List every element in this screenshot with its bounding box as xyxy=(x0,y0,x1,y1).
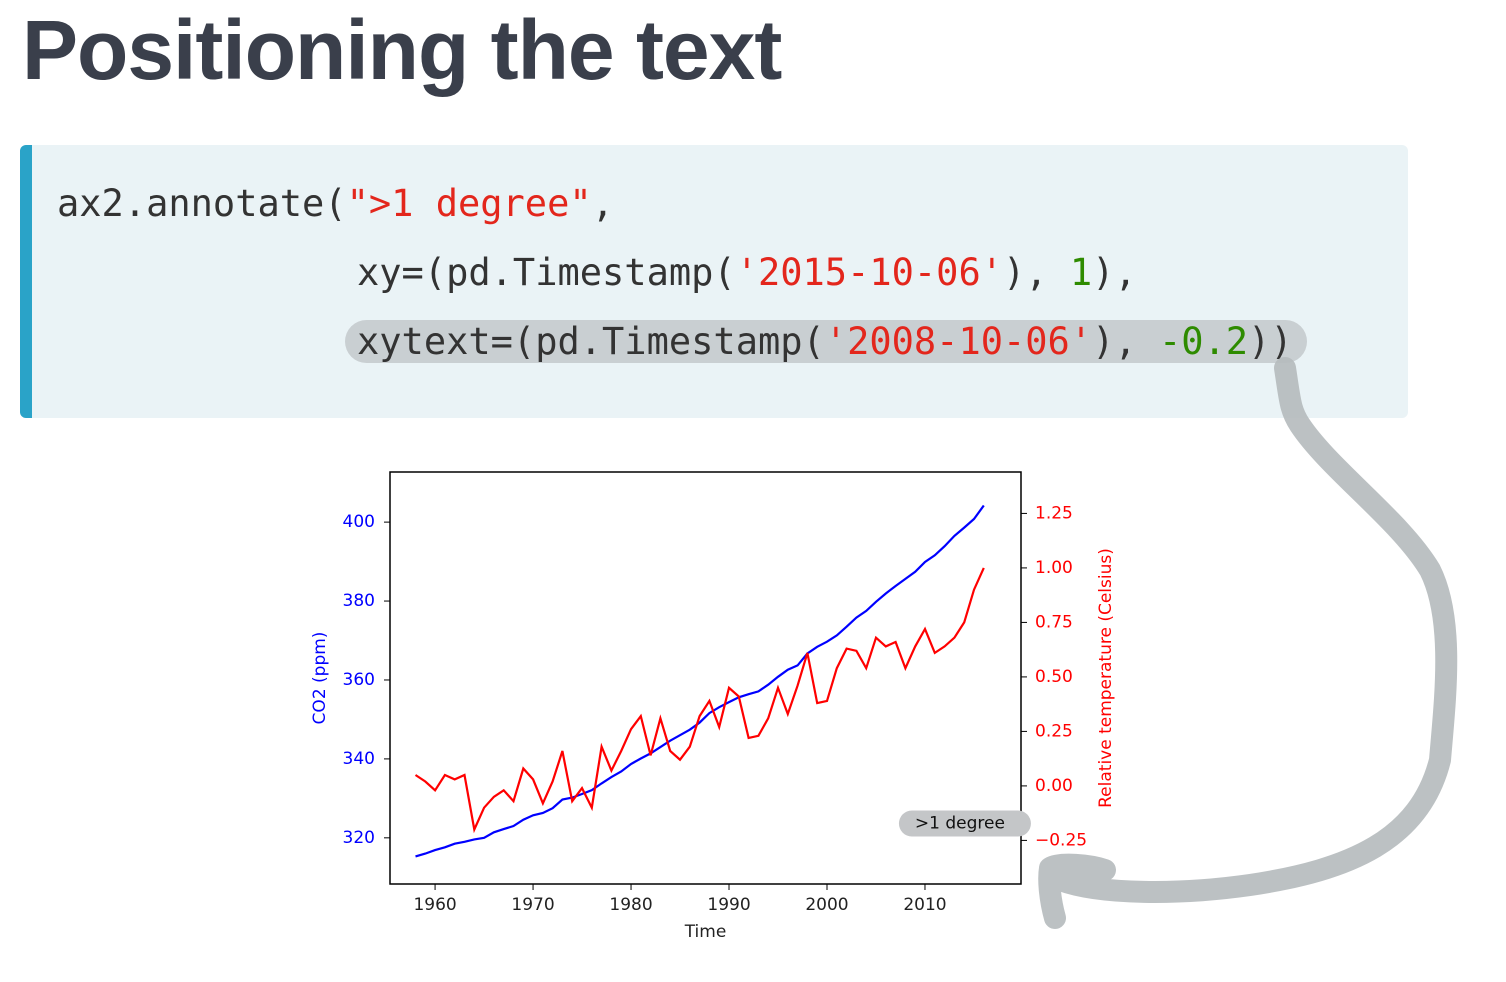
x-tick-label: 1960 xyxy=(413,895,456,915)
code-line: xytext=(pd.Timestamp('2008-10-06'), -0.2… xyxy=(345,315,1307,369)
y2-tick-label: 0.75 xyxy=(1035,612,1073,632)
code-token: , xyxy=(591,182,614,225)
y-tick-label: 380 xyxy=(343,591,375,611)
y2-tick-label: 0.25 xyxy=(1035,721,1073,741)
x-tick-label: 1980 xyxy=(609,895,652,915)
y-tick-label: 320 xyxy=(343,828,375,848)
code-token: xy=(pd.Timestamp( xyxy=(357,251,736,294)
series-line xyxy=(414,567,985,834)
code-token: ), xyxy=(1092,251,1137,294)
code-token: xytext=(pd.Timestamp( xyxy=(357,320,825,363)
annotation-box xyxy=(898,810,1031,837)
code-token: ax2.annotate( xyxy=(57,182,347,225)
slide-title: Positioning the text xyxy=(22,3,782,97)
code-token: 1 xyxy=(1069,251,1093,294)
y-tick-label: 340 xyxy=(343,749,375,769)
code-token: '2008-10-06' xyxy=(824,320,1093,363)
x-tick-label: 2010 xyxy=(903,895,946,915)
code-line: ax2.annotate(">1 degree", xyxy=(57,177,614,231)
y-tick-label: 400 xyxy=(343,512,375,532)
y2-tick-label: 0.50 xyxy=(1035,667,1073,687)
plot-frame xyxy=(389,471,1022,885)
hand-drawn-arrow xyxy=(1038,357,1458,929)
x-tick-label: 1970 xyxy=(511,895,554,915)
y2-tick-label: −0.25 xyxy=(1035,830,1087,850)
code-token: -0.2 xyxy=(1158,320,1249,363)
y2-tick-label: 1.00 xyxy=(1035,558,1073,578)
y2-tick-label: 1.25 xyxy=(1035,503,1073,523)
y-axis-label: CO2 (ppm) xyxy=(310,632,330,725)
code-highlight: xytext=(pd.Timestamp('2008-10-06'), -0.2… xyxy=(345,320,1307,363)
code-token: ">1 degree" xyxy=(346,182,592,225)
y-tick-label: 360 xyxy=(343,670,375,690)
x-tick-label: 1990 xyxy=(707,895,750,915)
code-line: xy=(pd.Timestamp('2015-10-06'), 1), xyxy=(357,246,1137,300)
series-line xyxy=(415,504,985,858)
x-axis-label: Time xyxy=(684,922,727,942)
x-tick-label: 2000 xyxy=(805,895,848,915)
code-token: )) xyxy=(1248,320,1293,363)
code-token: '2015-10-06' xyxy=(735,251,1004,294)
code-token: ), xyxy=(1003,251,1070,294)
code-block: ax2.annotate(">1 degree", xy=(pd.Timestam… xyxy=(20,145,1408,418)
code-token: ), xyxy=(1092,320,1159,363)
y2-tick-label: 0.00 xyxy=(1035,776,1073,796)
y2-axis-label: Relative temperature (Celsius) xyxy=(1096,548,1116,808)
annotation-text: >1 degree xyxy=(915,814,1005,834)
